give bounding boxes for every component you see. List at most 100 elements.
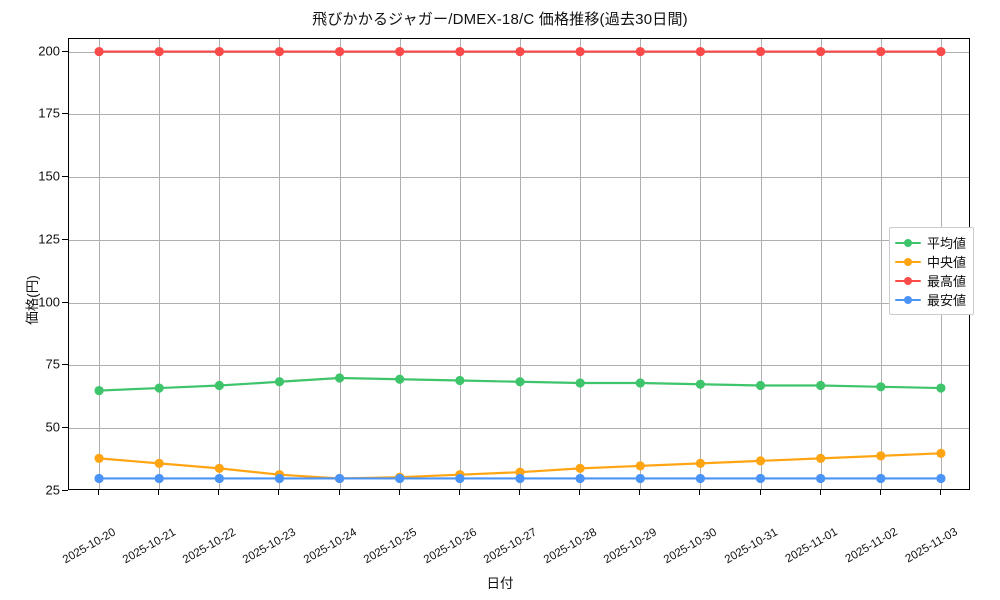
- x-tick-label: 2025-10-27: [481, 526, 539, 567]
- data-point-marker: [455, 375, 465, 386]
- y-tick-mark: [62, 490, 68, 491]
- data-point-marker: [395, 473, 405, 484]
- data-point-marker: [635, 46, 645, 57]
- gridline-horizontal: [69, 239, 969, 241]
- chart-legend: 平均値 中央値 最高値最安値: [889, 227, 975, 315]
- data-point-marker: [635, 461, 645, 471]
- data-point-marker: [515, 473, 525, 484]
- gridline-vertical: [159, 39, 161, 489]
- x-tick-label: 2025-10-28: [542, 526, 600, 567]
- y-tick-label: 75: [45, 356, 60, 372]
- data-point-marker: [936, 473, 946, 484]
- data-point-marker: [335, 373, 345, 383]
- data-point-marker: [154, 473, 164, 484]
- data-point-marker: [274, 473, 285, 484]
- x-tick-mark: [98, 490, 100, 495]
- x-tick-mark: [579, 490, 581, 495]
- data-point-marker: [575, 463, 585, 473]
- data-point-marker: [455, 473, 465, 484]
- data-point-marker: [816, 453, 826, 463]
- x-tick-mark: [218, 490, 220, 495]
- data-point-marker: [695, 473, 706, 484]
- x-tick-label: 2025-11-01: [783, 525, 840, 566]
- y-tick-label: 200: [38, 43, 60, 59]
- data-point-marker: [755, 456, 766, 466]
- x-tick-label: 2025-10-30: [662, 526, 720, 567]
- x-tick-label: 2025-11-02: [843, 525, 900, 566]
- data-point-marker: [936, 448, 946, 458]
- x-tick-mark: [879, 490, 881, 495]
- x-tick-mark: [759, 490, 761, 495]
- data-point-marker: [755, 380, 766, 391]
- data-point-marker: [695, 458, 706, 468]
- x-tick-label: 2025-11-03: [903, 525, 960, 566]
- page-title: 飛びかかるジャガー/DMEX-18/C 価格推移(過去30日間): [312, 11, 688, 28]
- legend-label: 最安値: [927, 293, 967, 308]
- y-tick-label: 150: [38, 168, 60, 184]
- data-point-marker: [214, 380, 224, 391]
- data-point-marker: [94, 46, 104, 57]
- data-point-marker: [876, 473, 886, 484]
- x-tick-label: 2025-10-31: [722, 526, 780, 567]
- x-tick-mark: [398, 490, 400, 495]
- gridline-horizontal: [69, 114, 969, 116]
- data-point-marker: [455, 46, 465, 57]
- gridline-vertical: [279, 39, 281, 489]
- x-axis-label: 日付: [486, 576, 514, 591]
- y-tick-mark: [62, 364, 68, 366]
- data-point-marker: [154, 458, 164, 468]
- gridline-vertical: [640, 39, 642, 489]
- x-tick-mark: [458, 490, 460, 495]
- data-point-marker: [575, 473, 585, 484]
- y-tick-mark: [62, 113, 68, 115]
- x-tick-label: 2025-10-29: [602, 526, 660, 567]
- y-tick-mark: [62, 427, 68, 429]
- data-point-marker: [816, 473, 826, 484]
- series-lines: [94, 46, 946, 484]
- legend-item[interactable]: 中央値: [895, 252, 966, 271]
- x-tick-label: 2025-10-25: [361, 526, 419, 567]
- x-tick-mark: [639, 490, 641, 495]
- y-tick-mark: [62, 176, 68, 178]
- x-tick-label: 2025-10-24: [301, 526, 359, 567]
- gridline-vertical: [339, 39, 341, 489]
- legend-item[interactable]: 平均値: [895, 233, 966, 252]
- gridline-vertical: [99, 39, 101, 489]
- legend-swatch-icon: [895, 237, 921, 249]
- data-point-marker: [755, 46, 766, 57]
- data-point-marker: [635, 473, 645, 484]
- legend-item[interactable]: 最安値: [895, 290, 966, 309]
- legend-label: 平均値: [927, 236, 967, 251]
- x-tick-mark: [338, 490, 340, 495]
- gridline-horizontal: [69, 365, 969, 367]
- data-point-marker: [876, 46, 886, 57]
- gridline-horizontal: [69, 302, 969, 304]
- x-tick-label: 2025-10-22: [181, 526, 239, 567]
- y-tick-label: 100: [38, 294, 60, 310]
- x-tick-mark: [819, 490, 821, 495]
- legend-item[interactable]: 最高値: [895, 271, 966, 290]
- gridline-vertical: [880, 39, 882, 489]
- data-point-marker: [94, 385, 104, 396]
- gridline-vertical: [820, 39, 822, 489]
- data-point-marker: [395, 374, 405, 384]
- data-point-marker: [154, 46, 164, 57]
- gridline-vertical: [399, 39, 401, 489]
- y-tick-label: 50: [45, 419, 60, 435]
- y-tick-mark: [62, 238, 68, 240]
- legend-swatch-icon: [895, 275, 921, 287]
- data-point-marker: [575, 46, 585, 57]
- data-point-marker: [695, 46, 706, 57]
- gridline-vertical: [459, 39, 461, 489]
- data-point-marker: [695, 379, 706, 389]
- gridline-vertical: [520, 39, 521, 489]
- x-tick-label: 2025-10-26: [421, 526, 479, 567]
- data-point-marker: [936, 383, 946, 393]
- gridline-horizontal: [69, 428, 969, 430]
- x-tick-label: 2025-10-21: [121, 526, 179, 567]
- data-point-marker: [154, 383, 164, 393]
- y-tick-label: 125: [38, 231, 60, 247]
- data-point-marker: [395, 46, 405, 57]
- x-tick-mark: [939, 490, 941, 495]
- data-point-marker: [94, 453, 104, 463]
